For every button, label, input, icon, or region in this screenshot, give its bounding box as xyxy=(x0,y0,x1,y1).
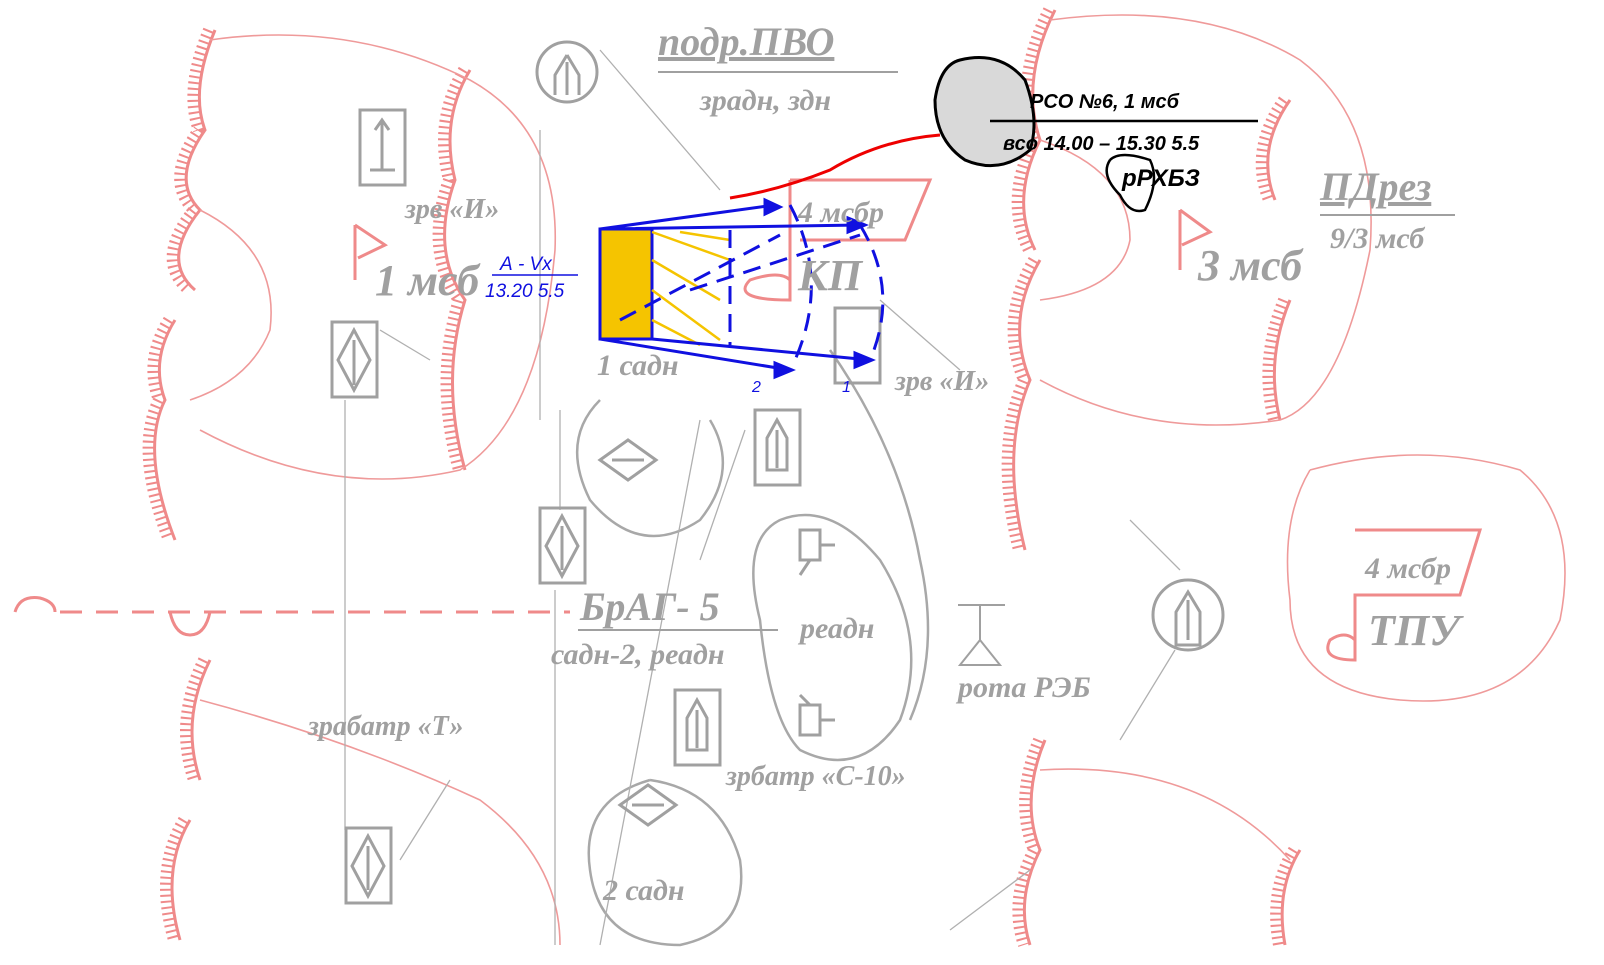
label: реадн xyxy=(797,612,874,645)
label: рРХБЗ xyxy=(1121,165,1200,192)
label: зрв «И» xyxy=(404,194,499,225)
tactical-map: подр.ПВО зрадн, здн РСО №6, 1 мсб всо 14… xyxy=(0,0,1604,965)
gray-outlines xyxy=(345,50,1180,945)
label: 9/3 мсб xyxy=(1330,222,1425,255)
label: 2 xyxy=(751,379,761,396)
label: БрАГ- 5 xyxy=(579,584,720,629)
label: зрбатр «С-10» xyxy=(725,761,906,792)
labels: подр.ПВО зрадн, здн РСО №6, 1 мсб всо 14… xyxy=(307,19,1464,907)
label: садн-2, реадн xyxy=(551,638,725,671)
label: РСО №6, 1 мсб xyxy=(1030,91,1180,113)
label: 2 садн xyxy=(602,874,685,907)
label: ТПУ xyxy=(1368,606,1464,655)
label: 1 мсб xyxy=(375,256,481,305)
label: 1 садн xyxy=(597,349,679,382)
label: 3 мсб xyxy=(1197,241,1304,290)
label: ПДрез xyxy=(1319,164,1431,209)
label: А - Vx xyxy=(499,254,553,275)
label: всо 14.00 – 15.30 5.5 xyxy=(1003,133,1200,155)
label: 13.20 5.5 xyxy=(485,281,565,302)
label: 1 xyxy=(842,379,851,396)
label: зрв «И» xyxy=(894,366,989,397)
label: 4 мсбр xyxy=(797,196,884,229)
label: КП xyxy=(797,251,864,300)
label: подр.ПВО xyxy=(658,19,834,64)
label: 4 мсбр xyxy=(1364,552,1451,585)
label: зрабатр «Т» xyxy=(307,711,463,742)
area-outlines xyxy=(15,15,1565,945)
label: зрадн, здн xyxy=(699,84,831,117)
label: рота РЭБ xyxy=(955,671,1091,704)
